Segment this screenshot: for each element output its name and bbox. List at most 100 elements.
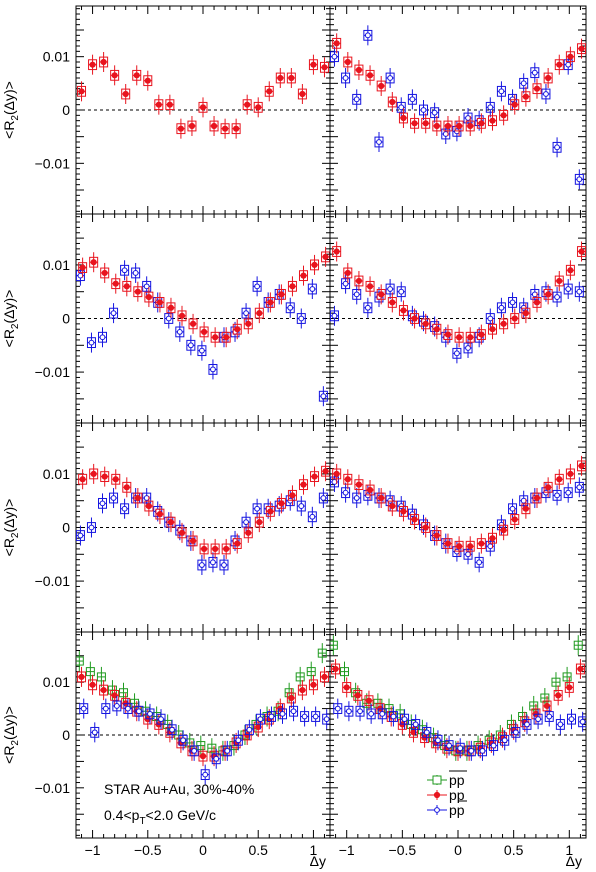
data-point-red xyxy=(112,476,119,483)
systematic-box xyxy=(98,497,108,509)
data-point-red xyxy=(133,72,140,79)
data-point-blue xyxy=(132,270,139,276)
systematic-box xyxy=(318,492,328,504)
systematic-box xyxy=(221,543,231,555)
systematic-box xyxy=(533,713,543,725)
systematic-box xyxy=(209,120,219,132)
systematic-box xyxy=(443,329,453,340)
systematic-box xyxy=(220,123,230,135)
data-point-blue xyxy=(158,716,164,723)
systematic-box xyxy=(477,745,487,757)
data-point-green xyxy=(295,672,305,682)
data-point-green xyxy=(317,648,327,658)
systematic-box xyxy=(343,267,353,279)
systematic-box xyxy=(541,88,551,100)
data-point-red xyxy=(355,481,363,488)
data-point-red xyxy=(467,334,474,341)
systematic-box xyxy=(476,329,486,340)
systematic-box xyxy=(332,37,342,49)
systematic-box xyxy=(76,530,85,541)
systematic-box xyxy=(79,703,89,714)
data-point-red xyxy=(378,494,385,502)
data-point-blue xyxy=(243,310,249,317)
data-point-red xyxy=(210,122,218,130)
data-point-red xyxy=(578,462,585,469)
systematic-box xyxy=(419,104,429,116)
y-tick-label: −0.01 xyxy=(35,364,71,380)
systematic-box xyxy=(232,538,242,549)
panel-r2-c0 xyxy=(75,422,331,633)
systematic-box xyxy=(485,101,495,113)
data-point-blue xyxy=(557,721,564,728)
systematic-box xyxy=(122,280,132,292)
y-tick-label: 0.01 xyxy=(43,466,70,482)
systematic-box xyxy=(243,527,253,539)
data-point-blue xyxy=(364,304,371,311)
systematic-box xyxy=(123,703,133,714)
systematic-box xyxy=(298,479,308,491)
systematic-box xyxy=(264,85,274,97)
data-point-red xyxy=(134,288,141,295)
data-point-red xyxy=(199,753,207,760)
data-point-blue xyxy=(202,771,209,778)
systematic-box xyxy=(374,291,384,303)
data-point-blue xyxy=(88,339,95,346)
data-point-red xyxy=(355,277,363,285)
systematic-box xyxy=(522,719,532,730)
data-point-red xyxy=(522,505,529,512)
data-point-blue xyxy=(531,291,538,298)
data-point-red xyxy=(522,310,529,317)
systematic-box xyxy=(565,468,575,480)
systematic-box xyxy=(332,246,342,257)
systematic-box xyxy=(188,535,198,547)
systematic-box xyxy=(377,708,387,720)
data-point-blue xyxy=(309,286,316,292)
legend-label-1: pp xyxy=(449,787,465,803)
systematic-box xyxy=(264,713,274,725)
systematic-box xyxy=(331,663,341,675)
data-point-red xyxy=(90,259,97,266)
systematic-box xyxy=(433,734,443,746)
data-point-red xyxy=(178,529,186,536)
systematic-box xyxy=(77,85,87,97)
systematic-box xyxy=(243,318,253,330)
data-point-red xyxy=(289,283,296,290)
systematic-box xyxy=(142,492,152,504)
data-point-red xyxy=(167,304,175,311)
data-point-red xyxy=(101,473,108,480)
data-point-blue xyxy=(524,721,530,728)
data-point-blue xyxy=(487,315,494,322)
systematic-box xyxy=(553,689,563,701)
data-point-red xyxy=(478,540,485,547)
data-point-blue xyxy=(323,716,330,723)
systematic-box xyxy=(521,503,531,515)
systematic-box xyxy=(76,270,85,282)
systematic-box xyxy=(364,695,374,707)
data-point-red xyxy=(311,261,318,269)
y-axis-label: <R2(Δy)> xyxy=(1,290,21,348)
y-axis-label: <R2(Δy)> xyxy=(1,499,21,557)
systematic-box xyxy=(143,75,153,87)
systematic-box xyxy=(574,481,584,493)
data-point-green xyxy=(551,677,561,687)
data-point-blue xyxy=(509,299,516,306)
systematic-box xyxy=(441,331,451,343)
data-point-red xyxy=(533,299,541,306)
data-point-blue xyxy=(398,288,405,295)
systematic-box xyxy=(508,297,518,308)
data-point-blue xyxy=(77,272,84,279)
data-point-blue xyxy=(187,342,194,349)
systematic-box xyxy=(363,302,373,314)
systematic-box xyxy=(231,737,241,749)
data-point-blue xyxy=(476,559,483,566)
systematic-box xyxy=(363,29,373,41)
systematic-box xyxy=(398,305,408,316)
systematic-box xyxy=(265,506,275,517)
systematic-box xyxy=(396,101,406,113)
x-tick-label: −1 xyxy=(339,842,355,858)
x-axis-label: Δy xyxy=(310,853,326,869)
systematic-box xyxy=(519,495,529,507)
systematic-box xyxy=(197,345,207,357)
systematic-box xyxy=(400,713,410,725)
